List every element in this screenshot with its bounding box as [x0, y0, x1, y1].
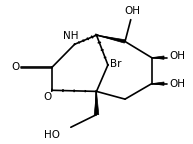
Polygon shape — [152, 82, 164, 85]
Text: OH: OH — [125, 6, 141, 16]
Polygon shape — [152, 56, 164, 59]
Text: OH: OH — [170, 79, 186, 89]
Text: O: O — [44, 92, 52, 102]
Polygon shape — [94, 91, 99, 115]
Text: Br: Br — [110, 59, 121, 69]
Text: HO: HO — [44, 130, 60, 140]
Text: OH: OH — [170, 51, 186, 61]
Text: O: O — [11, 62, 19, 72]
Polygon shape — [96, 35, 126, 43]
Text: NH: NH — [63, 32, 79, 41]
